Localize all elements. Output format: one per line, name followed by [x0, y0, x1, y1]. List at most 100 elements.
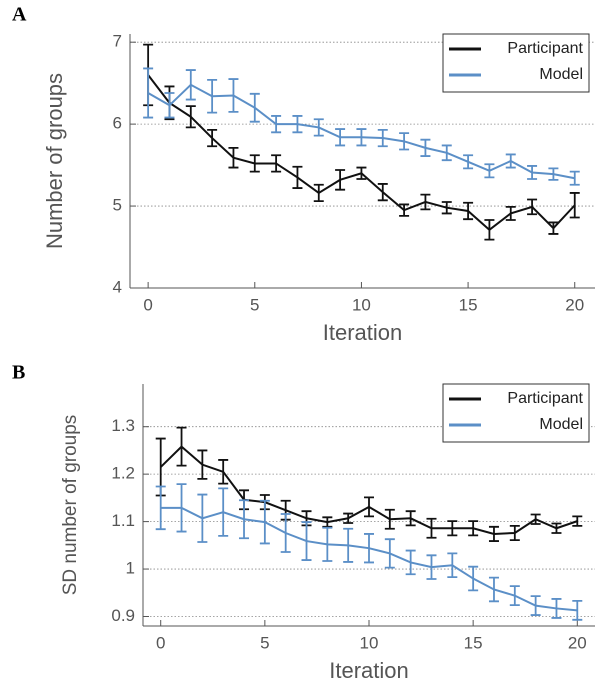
error-bar	[441, 144, 452, 162]
x-tick-label: 0	[156, 633, 165, 652]
error-bar	[218, 487, 229, 537]
error-bar	[384, 508, 395, 530]
error-bar	[176, 426, 187, 467]
error-bar	[420, 193, 431, 211]
error-bar	[484, 163, 495, 179]
error-bar	[384, 538, 395, 569]
x-axis-title: Iteration	[329, 658, 409, 683]
panel-label: A	[12, 4, 27, 26]
error-bar	[488, 525, 499, 542]
legend-label: Participant	[507, 40, 583, 57]
error-bar	[441, 201, 452, 215]
error-bar	[527, 165, 538, 180]
error-bar	[551, 598, 562, 619]
error-bar	[505, 153, 516, 169]
error-bar	[463, 201, 474, 221]
error-bar	[356, 128, 367, 147]
error-bar	[343, 512, 354, 524]
error-bar	[185, 105, 196, 129]
y-tick-label: 4	[113, 277, 122, 296]
x-tick-label: 5	[250, 295, 259, 314]
error-bar	[280, 513, 291, 553]
error-bar	[527, 198, 538, 216]
error-bar	[313, 183, 324, 203]
error-bar	[463, 154, 474, 170]
error-bar	[468, 565, 479, 592]
y-tick-label: 1.3	[111, 416, 135, 435]
error-bar	[364, 533, 374, 564]
y-tick-label: 1	[126, 559, 135, 578]
x-tick-label: 5	[260, 633, 269, 652]
error-bar	[322, 516, 333, 528]
error-bar	[197, 449, 208, 480]
y-tick-label: 1.1	[111, 511, 135, 530]
error-bar	[313, 118, 324, 137]
y-tick-label: 1.2	[111, 464, 135, 483]
legend-label: Participant	[507, 390, 583, 407]
error-bar	[207, 78, 218, 114]
error-bar	[426, 517, 437, 539]
error-bar	[484, 219, 495, 241]
error-bar	[322, 526, 333, 562]
x-tick-label: 20	[565, 295, 584, 314]
error-bar	[143, 67, 154, 119]
legend-box	[442, 33, 590, 93]
error-bar	[292, 115, 303, 134]
error-bar	[509, 524, 520, 542]
error-bar	[405, 510, 416, 527]
error-bar	[399, 132, 410, 151]
error-bar	[271, 154, 282, 173]
error-bar	[548, 221, 559, 235]
x-tick-label: 10	[360, 633, 379, 652]
panel-label: B	[12, 362, 25, 384]
legend-label: Model	[539, 416, 583, 433]
error-bar	[509, 585, 520, 607]
error-bar	[218, 459, 229, 485]
error-bar	[377, 128, 388, 148]
error-bar	[548, 167, 559, 181]
error-bar	[356, 166, 367, 180]
x-tick-label: 10	[352, 295, 371, 314]
y-tick-label: 7	[113, 32, 122, 51]
error-bar	[239, 499, 250, 540]
legend-label: Model	[539, 66, 583, 83]
x-axis-title: Iteration	[323, 320, 403, 345]
error-bar	[228, 146, 239, 169]
error-bar	[301, 521, 312, 561]
error-bar	[155, 485, 166, 531]
error-bar	[249, 154, 260, 173]
error-bar	[335, 128, 346, 147]
error-bar	[185, 69, 196, 101]
error-bar	[228, 78, 239, 113]
error-bar	[164, 92, 175, 119]
error-bar	[292, 165, 303, 189]
error-bar	[447, 520, 458, 537]
legend-box	[442, 383, 590, 443]
error-bar	[335, 169, 346, 191]
error-bar	[488, 576, 499, 603]
error-bar	[176, 483, 187, 533]
y-tick-label: 0.9	[111, 606, 135, 625]
error-bar	[259, 499, 270, 545]
x-tick-label: 20	[568, 633, 587, 652]
y-axis-title: Number of groups	[42, 73, 67, 249]
x-tick-label: 15	[459, 295, 478, 314]
error-bar	[569, 192, 580, 219]
y-axis-title: SD number of groups	[60, 415, 81, 596]
error-bar	[551, 522, 562, 534]
error-bar	[377, 183, 388, 202]
error-bar	[343, 527, 354, 563]
error-bar	[405, 549, 416, 576]
error-bar	[447, 552, 458, 579]
error-bar	[271, 115, 282, 134]
error-bar	[399, 203, 410, 217]
error-bar	[468, 520, 479, 537]
error-bar	[530, 513, 541, 525]
error-bar	[207, 128, 218, 148]
error-bar	[364, 496, 374, 518]
error-bar	[569, 170, 580, 186]
x-tick-label: 0	[143, 295, 152, 314]
error-bar	[572, 599, 583, 621]
error-bar	[426, 554, 437, 580]
y-tick-label: 6	[113, 114, 122, 133]
